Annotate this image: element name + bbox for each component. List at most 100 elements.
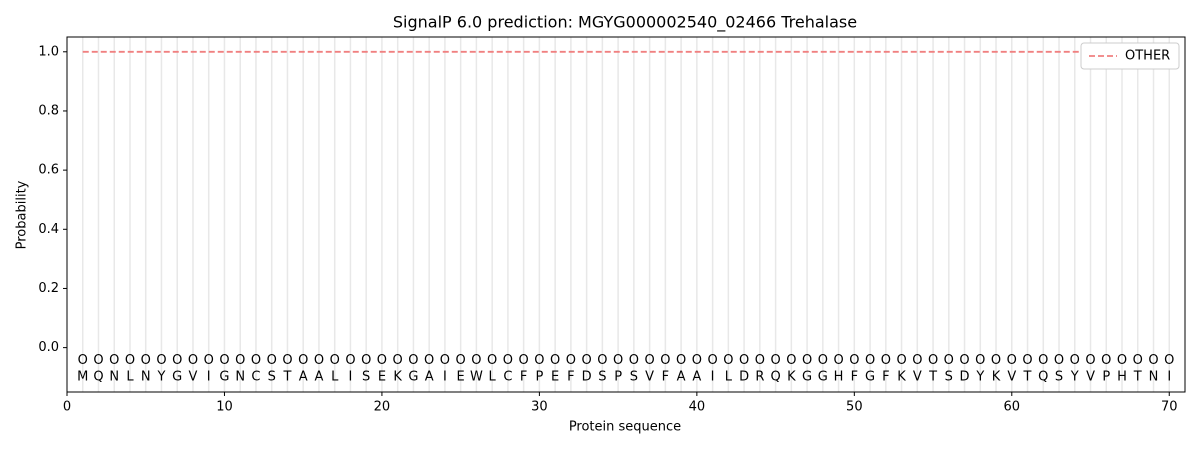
residue-letter: N: [235, 370, 245, 385]
legend-label: OTHER: [1125, 49, 1170, 64]
residue-letter: R: [755, 370, 764, 385]
region-label: O: [865, 353, 875, 368]
residue-letter: V: [189, 370, 198, 385]
region-label: O: [204, 353, 214, 368]
region-label: O: [802, 353, 812, 368]
residue-letter: G: [172, 370, 182, 385]
region-label: O: [109, 353, 119, 368]
region-label: O: [1117, 353, 1127, 368]
residue-letter: F: [567, 370, 574, 385]
residue-letter: L: [725, 370, 733, 385]
region-label: O: [471, 353, 481, 368]
region-label: O: [723, 353, 733, 368]
region-label: O: [959, 353, 969, 368]
x-tick-label: 20: [374, 400, 391, 415]
region-label: O: [330, 353, 340, 368]
region-label: O: [1133, 353, 1143, 368]
region-label: O: [912, 353, 922, 368]
region-label: O: [1054, 353, 1064, 368]
region-label: O: [896, 353, 906, 368]
x-tick-label: 0: [63, 400, 71, 415]
region-label: O: [93, 353, 103, 368]
residue-letter: I: [711, 370, 715, 385]
x-tick-label: 40: [689, 400, 706, 415]
residue-letter: G: [802, 370, 812, 385]
residue-letter: I: [443, 370, 447, 385]
residue-letter: S: [630, 370, 638, 385]
residue-letter: T: [928, 370, 937, 385]
residue-letter: C: [251, 370, 260, 385]
region-label: O: [676, 353, 686, 368]
residue-letter: K: [992, 370, 1001, 385]
residue-letter: M: [77, 370, 88, 385]
region-label: O: [1022, 353, 1032, 368]
residue-letter: A: [425, 370, 434, 385]
residue-letter: G: [818, 370, 828, 385]
residue-letter: T: [1023, 370, 1032, 385]
y-tick-label: 0.4: [38, 222, 59, 237]
residue-letter: K: [393, 370, 402, 385]
residue-letter: Y: [975, 370, 984, 385]
residue-letter: A: [299, 370, 308, 385]
residue-letter: S: [1055, 370, 1063, 385]
residue-letter: E: [457, 370, 465, 385]
residue-letter: F: [882, 370, 889, 385]
y-tick-label: 0.6: [38, 163, 59, 178]
region-label: O: [1070, 353, 1080, 368]
region-label: O: [172, 353, 182, 368]
region-label: O: [377, 353, 387, 368]
region-label: O: [235, 353, 245, 368]
region-label: O: [928, 353, 938, 368]
region-label: O: [156, 353, 166, 368]
plot-frame: [66, 36, 1186, 393]
residue-letter: D: [960, 370, 970, 385]
residue-letter: N: [141, 370, 151, 385]
region-label: O: [188, 353, 198, 368]
residue-letter: H: [1117, 370, 1127, 385]
residue-letter: S: [945, 370, 953, 385]
region-label: O: [1148, 353, 1158, 368]
region-label: O: [833, 353, 843, 368]
region-label: O: [1164, 353, 1174, 368]
region-label: O: [849, 353, 859, 368]
x-tick-label: 50: [846, 400, 863, 415]
residue-letter: W: [470, 370, 483, 385]
residue-letter: P: [614, 370, 622, 385]
residue-letter: S: [598, 370, 606, 385]
residue-letter: L: [489, 370, 497, 385]
residue-letter: T: [282, 370, 291, 385]
residue-letter: K: [787, 370, 796, 385]
region-label: O: [1101, 353, 1111, 368]
region-label: O: [345, 353, 355, 368]
region-label: O: [991, 353, 1001, 368]
region-label: O: [267, 353, 277, 368]
residue-letter: G: [408, 370, 418, 385]
residue-letter: Q: [770, 370, 780, 385]
region-label: O: [660, 353, 670, 368]
region-label: O: [141, 353, 151, 368]
region-label: O: [975, 353, 985, 368]
residue-letter: I: [207, 370, 211, 385]
region-label: O: [1038, 353, 1048, 368]
region-label: O: [534, 353, 544, 368]
y-tick-label: 0.8: [38, 103, 59, 118]
residue-letter: A: [314, 370, 323, 385]
residue-letter: Y: [1070, 370, 1079, 385]
residue-letter: Q: [93, 370, 103, 385]
region-label: O: [613, 353, 623, 368]
x-tick-label: 30: [531, 400, 548, 415]
region-label: O: [566, 353, 576, 368]
region-label: O: [424, 353, 434, 368]
residue-letter: V: [1007, 370, 1016, 385]
residue-letter: N: [109, 370, 119, 385]
residue-letter: V: [1086, 370, 1095, 385]
residue-letter: I: [1167, 370, 1171, 385]
residue-letter: T: [1133, 370, 1142, 385]
residue-letter: E: [551, 370, 559, 385]
residue-letter: N: [1149, 370, 1159, 385]
region-label: O: [1085, 353, 1095, 368]
region-label: O: [944, 353, 954, 368]
region-label: O: [881, 353, 891, 368]
residue-letter: H: [834, 370, 844, 385]
